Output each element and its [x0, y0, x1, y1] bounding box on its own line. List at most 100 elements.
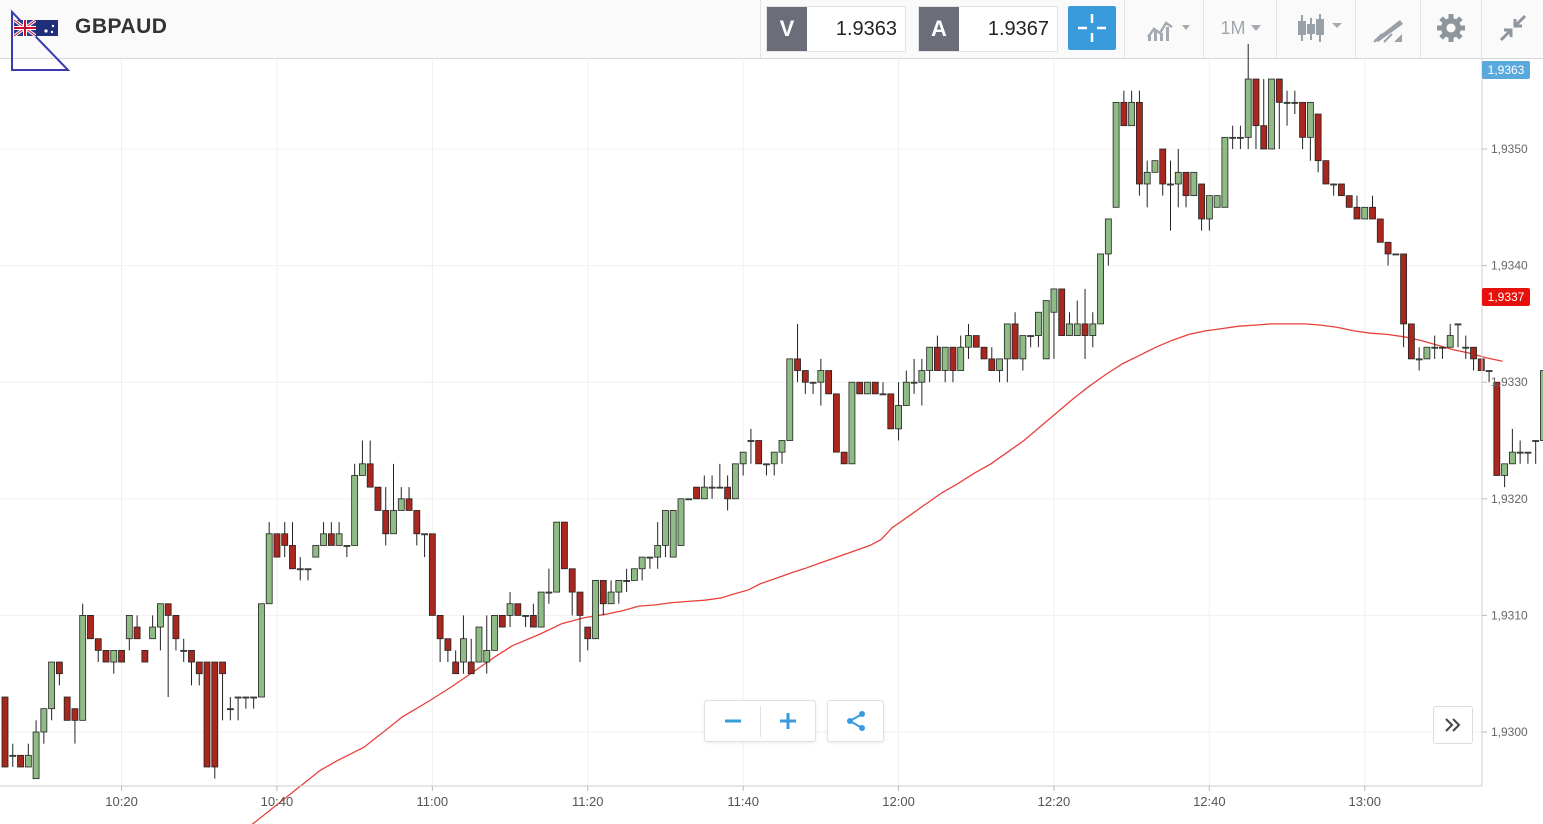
candle — [1306, 101, 1314, 161]
candle-body — [320, 533, 327, 546]
candle — [1299, 101, 1306, 149]
candle-body — [1252, 78, 1260, 127]
candle — [1369, 195, 1376, 220]
zoom-out-button[interactable] — [706, 705, 761, 737]
candle-body — [24, 754, 32, 768]
candle-body — [856, 381, 864, 395]
candle-body — [592, 580, 599, 640]
candle-body — [584, 626, 592, 640]
candle-body — [1042, 300, 1050, 360]
sell-quote-button[interactable]: V 1.9363 — [766, 6, 906, 52]
candle — [1392, 253, 1400, 256]
drawing-tools-button[interactable] — [1362, 6, 1414, 50]
candle-body — [864, 381, 871, 395]
candle-body — [1485, 370, 1493, 372]
candle-body — [1369, 206, 1376, 220]
current-price-tag: 1,9363 — [1482, 61, 1530, 79]
candle — [1003, 323, 1011, 383]
candle — [949, 346, 957, 383]
candle — [1042, 300, 1050, 360]
candle — [258, 603, 265, 698]
candle — [164, 603, 172, 698]
candle-body — [1454, 323, 1462, 326]
settings-button[interactable] — [1426, 6, 1476, 50]
candle — [405, 487, 413, 511]
candle — [1198, 183, 1205, 231]
candle-body — [763, 463, 770, 466]
candle-type-button[interactable] — [1284, 6, 1350, 50]
candle — [918, 358, 926, 406]
candle — [832, 393, 840, 453]
candle-body — [1221, 136, 1229, 208]
candle-body — [700, 486, 708, 500]
candle-body — [770, 451, 778, 465]
crosshair-button[interactable] — [1068, 6, 1116, 50]
candle — [40, 708, 48, 744]
candle — [413, 510, 421, 546]
buy-quote-button[interactable]: A 1.9367 — [918, 6, 1058, 52]
candle — [1283, 90, 1291, 126]
candle-body — [926, 346, 934, 371]
candle-body — [638, 556, 646, 570]
candle — [584, 626, 592, 651]
candle — [1477, 358, 1485, 371]
drawing-tools-icon — [1373, 20, 1403, 43]
candle — [677, 498, 685, 546]
candle-body — [125, 615, 133, 640]
candle-body — [529, 615, 537, 628]
candle-body — [436, 615, 444, 640]
candle-body — [1019, 335, 1027, 360]
candle — [848, 381, 856, 465]
candle — [1275, 78, 1283, 149]
candle — [180, 638, 188, 663]
candle — [1384, 241, 1392, 266]
candle-body — [1066, 323, 1073, 336]
candle-body — [895, 405, 902, 430]
candle-body — [576, 591, 584, 616]
candle-body — [1330, 183, 1338, 186]
candle — [1182, 171, 1190, 208]
sell-price: 1.9363 — [835, 17, 897, 40]
candle-body — [506, 603, 514, 616]
candle-body — [599, 580, 607, 605]
candle-body — [1205, 195, 1213, 220]
candle — [1516, 440, 1524, 464]
plus-icon — [779, 712, 796, 729]
candle-body — [1493, 381, 1501, 476]
candle — [654, 522, 662, 569]
candle — [351, 463, 359, 546]
candle — [864, 381, 871, 395]
candle — [1540, 370, 1543, 441]
candle — [1415, 347, 1423, 371]
candle — [133, 615, 141, 640]
candle-body — [1353, 206, 1361, 220]
candle-body — [623, 580, 630, 582]
candle — [149, 615, 157, 640]
candle-body — [1159, 148, 1167, 185]
candle-body — [1338, 183, 1345, 197]
candle-body — [965, 335, 972, 348]
timeframe-dropdown[interactable]: 1M — [1210, 6, 1272, 50]
candle-body — [281, 533, 289, 546]
candle-body — [397, 498, 405, 511]
collapse-button[interactable] — [1490, 6, 1536, 50]
scroll-to-latest-button[interactable] — [1433, 706, 1473, 744]
candle-body — [9, 754, 17, 757]
candle — [941, 346, 949, 383]
candle-body — [273, 533, 281, 558]
candle-body — [553, 521, 561, 593]
candle — [1027, 335, 1035, 348]
candle — [265, 522, 273, 605]
zoom-in-button[interactable] — [761, 706, 815, 737]
candle — [724, 475, 732, 511]
candle — [436, 615, 444, 663]
candle — [195, 661, 203, 686]
candle — [1143, 160, 1151, 208]
candle-body — [366, 463, 374, 488]
chart-type-button[interactable] — [1134, 6, 1198, 50]
candle-body — [17, 754, 24, 768]
candle-body — [63, 696, 71, 721]
candle-body — [444, 638, 452, 651]
share-button[interactable] — [827, 700, 884, 742]
